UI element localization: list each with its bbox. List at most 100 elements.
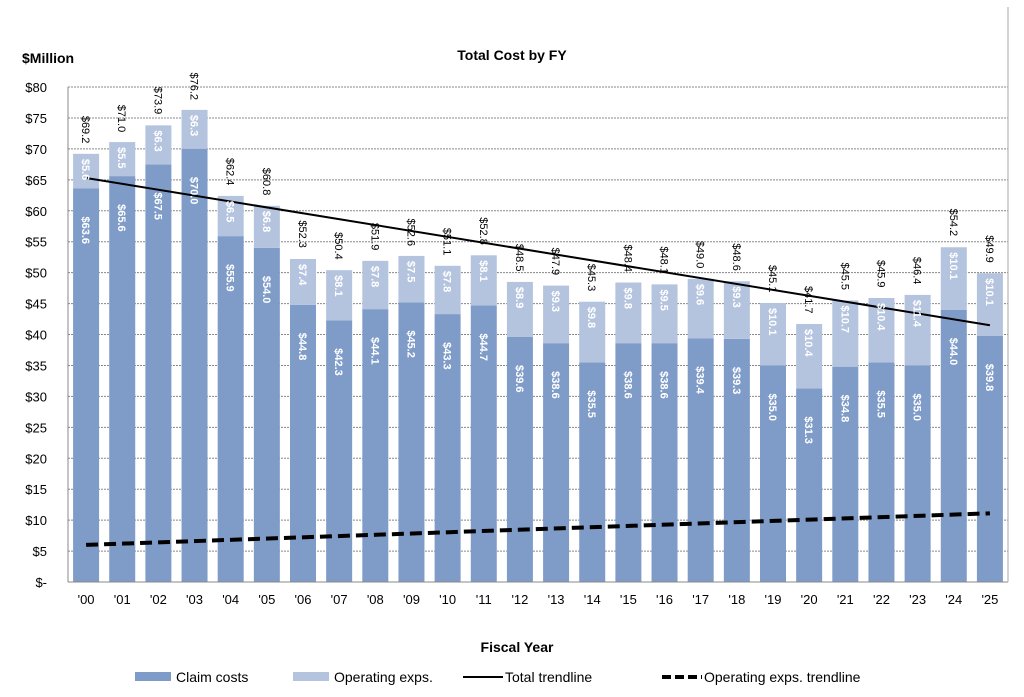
bar-operating-exps <box>181 109 208 149</box>
label-total: $48.1 <box>658 246 670 274</box>
trendline-dashed <box>86 511 990 547</box>
label-claim-costs: $67.5 <box>151 192 163 220</box>
y-tick-label: $80 <box>25 80 47 95</box>
label-total: $54.2 <box>947 209 959 237</box>
x-tick-label: '00 <box>78 592 95 607</box>
x-tick-label: '02 <box>150 592 167 607</box>
y-tick-label: $15 <box>25 482 47 497</box>
label-total: $60.8 <box>260 168 272 196</box>
bar-operating-exps <box>506 281 533 337</box>
x-tick-label: '13 <box>548 592 565 607</box>
label-claim-costs: $31.3 <box>802 416 814 444</box>
y-axis-label: $Million <box>22 50 74 66</box>
label-operating-exps: $9.3 <box>549 291 561 312</box>
label-operating-exps: $7.8 <box>368 266 380 287</box>
label-operating-exps: $6.3 <box>188 115 200 136</box>
bar-claim-costs <box>470 305 497 582</box>
label-operating-exps: $10.4 <box>874 303 886 331</box>
label-claim-costs: $35.5 <box>874 390 886 418</box>
label-total: $48.6 <box>730 243 742 271</box>
label-operating-exps: $10.7 <box>838 305 850 333</box>
y-tick-label: $70 <box>25 142 47 157</box>
x-tick-label: '07 <box>331 592 348 607</box>
y-tick-label: $50 <box>25 266 47 281</box>
bar-claim-costs <box>832 366 859 582</box>
bar-claim-costs <box>723 338 750 582</box>
label-claim-costs: $65.6 <box>115 204 127 232</box>
label-claim-costs: $39.8 <box>983 364 995 392</box>
bar-operating-exps <box>326 270 353 321</box>
label-total: $73.9 <box>151 87 163 115</box>
x-tick-label: '15 <box>620 592 637 607</box>
bar-claim-costs <box>651 343 678 582</box>
label-claim-costs: $39.4 <box>694 366 706 394</box>
label-operating-exps: $6.5 <box>224 201 236 222</box>
label-claim-costs: $70.0 <box>188 177 200 205</box>
x-tick-label: '20 <box>801 592 818 607</box>
bar-operating-exps <box>290 259 316 305</box>
bar-operating-exps <box>470 255 497 306</box>
y-tick-label: $55 <box>25 235 47 250</box>
y-tick-label: $20 <box>25 451 47 466</box>
bar-operating-exps <box>145 125 172 165</box>
bar-operating-exps <box>73 153 100 189</box>
label-claim-costs: $44.0 <box>947 338 959 366</box>
label-claim-costs: $39.6 <box>513 365 525 393</box>
y-tick-label: $40 <box>25 328 47 343</box>
label-claim-costs: $39.3 <box>730 367 742 395</box>
x-tick-label: '14 <box>584 592 601 607</box>
x-tick-label: '23 <box>909 592 926 607</box>
bar-claim-costs <box>543 343 570 582</box>
bar-claim-costs <box>109 176 136 582</box>
bar-claim-costs <box>687 338 714 582</box>
label-claim-costs: $44.1 <box>368 337 380 365</box>
y-tick-label: $75 <box>25 111 47 126</box>
bar-operating-exps <box>651 284 678 344</box>
label-total: $48.4 <box>621 245 633 273</box>
bar-operating-exps <box>362 260 389 310</box>
bar-claim-costs <box>760 365 786 582</box>
label-operating-exps: $9.6 <box>694 284 706 305</box>
label-operating-exps: $10.4 <box>802 329 814 357</box>
x-tick-label: '06 <box>295 592 312 607</box>
legend-label: Operating exps. trendline <box>704 669 861 685</box>
y-tick-label: $45 <box>25 297 47 312</box>
x-tick-label: '11 <box>476 592 492 607</box>
label-operating-exps: $10.1 <box>766 308 778 336</box>
label-claim-costs: $34.8 <box>838 395 850 423</box>
label-total: $49.9 <box>983 235 995 263</box>
x-tick-label: '25 <box>981 592 998 607</box>
y-tick-label: $- <box>35 575 47 590</box>
label-total: $76.2 <box>188 73 200 101</box>
label-total: $45.5 <box>838 262 850 290</box>
bar-claim-costs <box>940 309 967 582</box>
label-total: $69.2 <box>79 116 91 144</box>
label-operating-exps: $7.4 <box>296 264 308 286</box>
y-tick-label: $60 <box>25 204 47 219</box>
legend-swatch <box>135 672 171 681</box>
bar-claim-costs <box>434 314 461 582</box>
x-tick-label: '01 <box>114 592 131 607</box>
bar-claim-costs <box>326 320 353 582</box>
y-tick-label: $25 <box>25 420 47 435</box>
bar-operating-exps <box>832 300 859 367</box>
trendline-solid <box>85 176 991 327</box>
label-claim-costs: $38.6 <box>658 371 670 399</box>
x-tick-label: '09 <box>403 592 420 607</box>
label-total: $50.4 <box>332 232 344 260</box>
x-tick-label: '19 <box>765 592 782 607</box>
label-operating-exps: $9.8 <box>621 288 633 309</box>
label-total: $49.0 <box>694 241 706 269</box>
label-claim-costs: $54.0 <box>260 276 272 304</box>
x-tick-label: '22 <box>873 592 890 607</box>
x-tick-label: '05 <box>258 592 275 607</box>
bar-claim-costs <box>904 365 931 582</box>
bar-operating-exps <box>579 301 606 363</box>
label-total: $48.5 <box>513 244 525 272</box>
bar-operating-exps <box>687 278 714 339</box>
label-claim-costs: $35.5 <box>585 390 597 418</box>
label-operating-exps: $8.1 <box>332 275 344 296</box>
x-tick-label: '03 <box>186 592 203 607</box>
label-total: $51.1 <box>441 228 453 256</box>
